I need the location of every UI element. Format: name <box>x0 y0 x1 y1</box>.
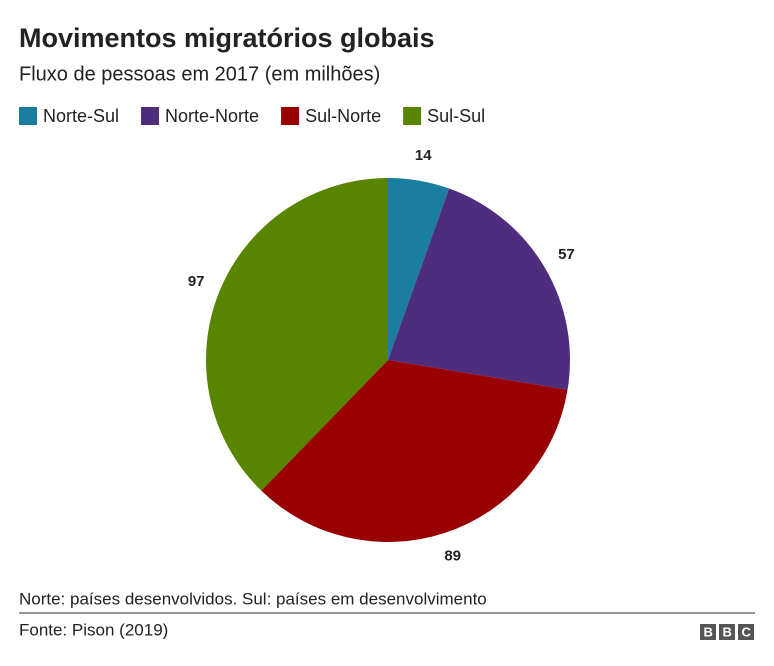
legend-label: Norte-Sul <box>43 106 119 126</box>
logo-text: BBC <box>704 624 761 639</box>
legend-swatch <box>403 107 422 125</box>
pie-slice <box>388 188 570 390</box>
data-label: 97 <box>188 273 205 290</box>
legend-swatch <box>141 107 160 125</box>
note: Norte: países desenvolvidos. Sul: países… <box>19 589 487 608</box>
chart-subtitle: Fluxo de pessoas em 2017 (em milhões) <box>19 63 380 85</box>
legend-swatch <box>281 107 300 125</box>
logo-box <box>738 624 754 640</box>
logo: BBC <box>700 624 761 640</box>
legend-label: Sul-Sul <box>427 106 485 126</box>
pie-slice <box>388 178 450 360</box>
legend-label: Sul-Norte <box>305 106 381 126</box>
legend-label: Norte-Norte <box>165 106 259 126</box>
legend-swatch <box>19 107 37 125</box>
chart-title: Movimentos migratórios globais <box>19 23 435 53</box>
source: Fonte: Pison (2019) <box>19 620 168 639</box>
pie-slice <box>206 178 388 491</box>
logo-box <box>700 624 716 640</box>
data-label: 89 <box>444 548 461 565</box>
data-label: 57 <box>558 246 575 263</box>
pie-slice <box>261 360 568 542</box>
data-label: 14 <box>415 147 432 164</box>
logo-box <box>719 624 735 640</box>
